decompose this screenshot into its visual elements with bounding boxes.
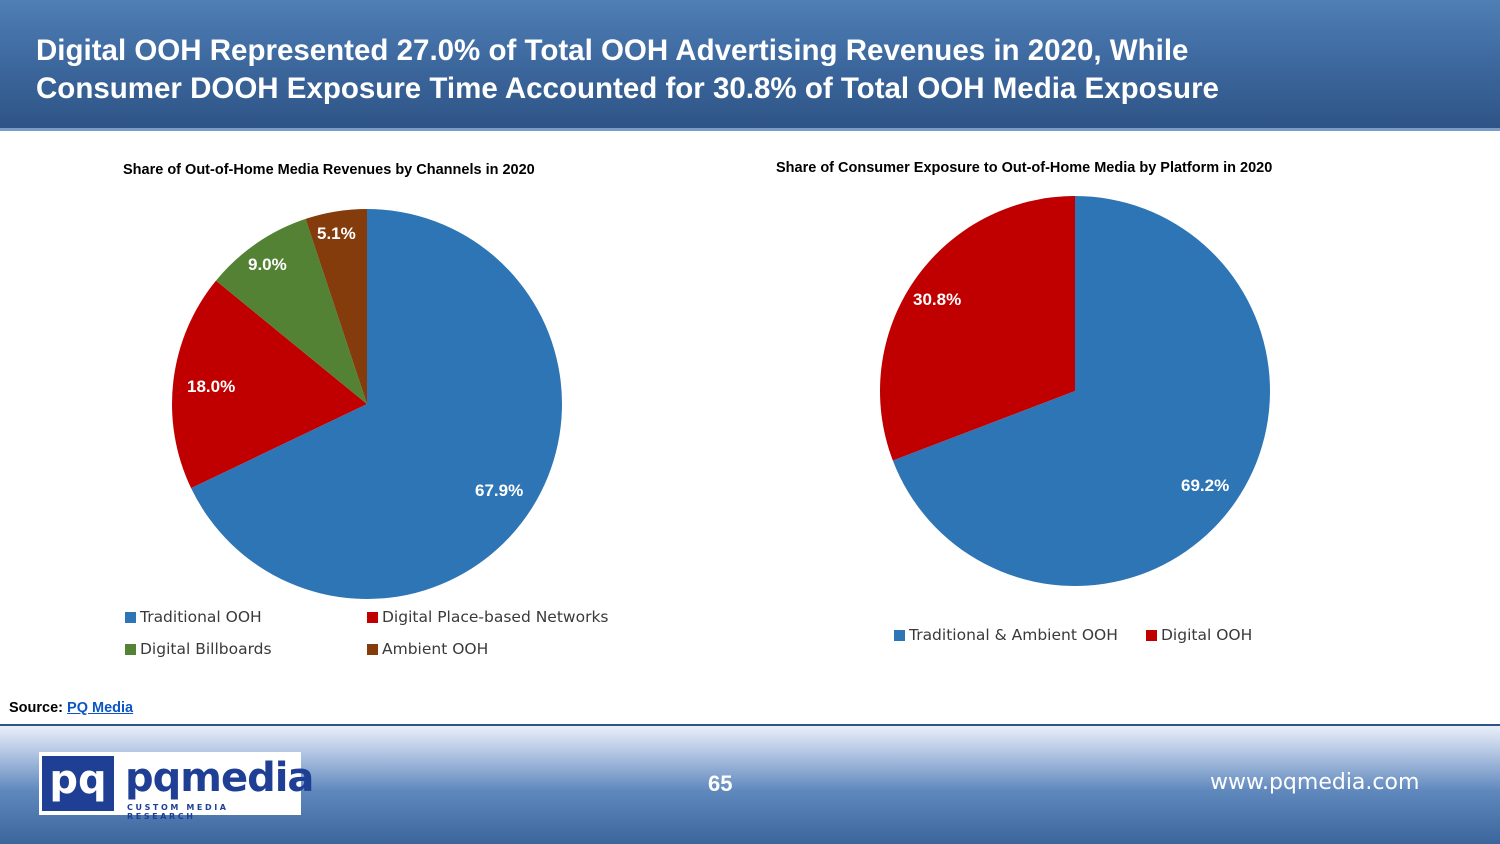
- revenue-slice-label-1: 18.0%: [187, 377, 235, 396]
- legend-item-traditional-ooh: Traditional OOH: [125, 608, 262, 626]
- slide-header: Digital OOH Represented 27.0% of Total O…: [0, 0, 1500, 131]
- revenue-slice-label-0: 67.9%: [475, 481, 523, 500]
- legend-label: Digital Place-based Networks: [382, 608, 609, 626]
- logo-mark: pq: [42, 756, 114, 811]
- website-url: www.pqmedia.com: [1210, 770, 1420, 795]
- revenue-slice-2: [215, 218, 367, 404]
- legend-item-digital-billboards: Digital Billboards: [125, 640, 272, 658]
- legend-swatch: [367, 611, 378, 623]
- logo-tagline: CUSTOM MEDIA RESEARCH: [127, 803, 229, 821]
- slide-title-line-1: Digital OOH Represented 27.0% of Total O…: [36, 34, 1189, 67]
- legend-swatch: [125, 643, 136, 655]
- exposure-slice-label-0: 69.2%: [1181, 476, 1229, 495]
- revenue-slice-label-2: 9.0%: [248, 255, 287, 274]
- legend-label: Ambient OOH: [382, 640, 489, 658]
- revenue-slice-0: [191, 209, 563, 600]
- revenue-slice-1: [172, 280, 367, 489]
- source-link[interactable]: PQ Media: [67, 700, 134, 716]
- legend-swatch: [125, 611, 136, 623]
- exposure-slice-label-1: 30.8%: [913, 290, 961, 309]
- slide-title: Digital OOH Represented 27.0% of Total O…: [36, 32, 1456, 108]
- legend-label: Traditional & Ambient OOH: [909, 626, 1118, 644]
- legend-swatch: [1146, 629, 1157, 641]
- legend-item-traditional-ambient-ooh: Traditional & Ambient OOH: [894, 626, 1118, 644]
- exposure-slice-0: [892, 196, 1271, 586]
- slide-title-line-2: Consumer DOOH Exposure Time Accounted fo…: [36, 72, 1219, 105]
- legend-swatch: [367, 643, 378, 655]
- exposure-slice-1: [880, 196, 1075, 461]
- source-label: Source:: [9, 700, 63, 716]
- chart-2-title: Share of Consumer Exposure to Out-of-Hom…: [776, 160, 1273, 176]
- slide-footer: pq pqmedia CUSTOM MEDIA RESEARCH 65 www.…: [0, 724, 1500, 844]
- legend-item-ambient-ooh: Ambient OOH: [367, 640, 488, 658]
- legend-label: Digital OOH: [1161, 626, 1253, 644]
- revenue-slice-label-3: 5.1%: [317, 224, 356, 243]
- pqmedia-logo: pq pqmedia CUSTOM MEDIA RESEARCH: [39, 752, 314, 821]
- page-number: 65: [708, 771, 733, 796]
- revenue-slice-3: [305, 209, 367, 404]
- legend-item-digital-place-based: Digital Place-based Networks: [367, 608, 609, 626]
- source-note: Source: PQ Media: [9, 700, 133, 716]
- chart-1-title: Share of Out-of-Home Media Revenues by C…: [123, 162, 535, 178]
- legend-item-digital-ooh: Digital OOH: [1146, 626, 1252, 644]
- legend-label: Digital Billboards: [140, 640, 272, 658]
- legend-swatch: [894, 629, 905, 641]
- logo-wordmark: pqmedia: [125, 755, 314, 801]
- legend-label: Traditional OOH: [140, 608, 262, 626]
